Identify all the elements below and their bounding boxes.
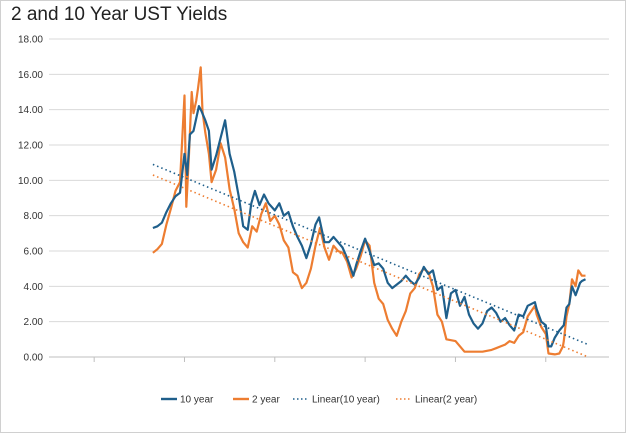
y-tick-label: 10.00 [18,176,43,187]
y-tick-label: 2.00 [24,317,44,328]
legend-label: Linear(2 year) [415,395,477,406]
series-line-10-year [152,104,586,348]
legend-label: Linear(10 year) [312,395,380,406]
series [152,66,589,358]
axes: 0.00 2.00 4.00 6.00 8.00 10.00 12.00 14.00 16.00… [18,35,609,364]
series-line-linear-10-year [152,163,589,346]
y-tick-label: 18.00 [18,35,43,46]
gridlines [49,38,609,323]
y-tick-label: 0.00 [24,353,44,364]
chart-title: 2 and 10 Year UST Yields [11,4,228,25]
y-tick-label: 6.00 [24,247,44,258]
legend-label: 10 year [180,395,214,406]
y-tick-label: 4.00 [24,282,44,293]
y-tick-label: 12.00 [18,141,43,152]
series-line-2-year [152,66,586,356]
y-tick-label: 14.00 [18,105,43,116]
series-line-linear-2-year [152,174,589,358]
legend: 10 year 2 year Linear(10 year) Linear(2 yea… [161,395,477,406]
legend-label: 2 year [252,395,280,406]
y-tick-label: 8.00 [24,211,44,222]
y-tick-label: 16.00 [18,70,43,81]
